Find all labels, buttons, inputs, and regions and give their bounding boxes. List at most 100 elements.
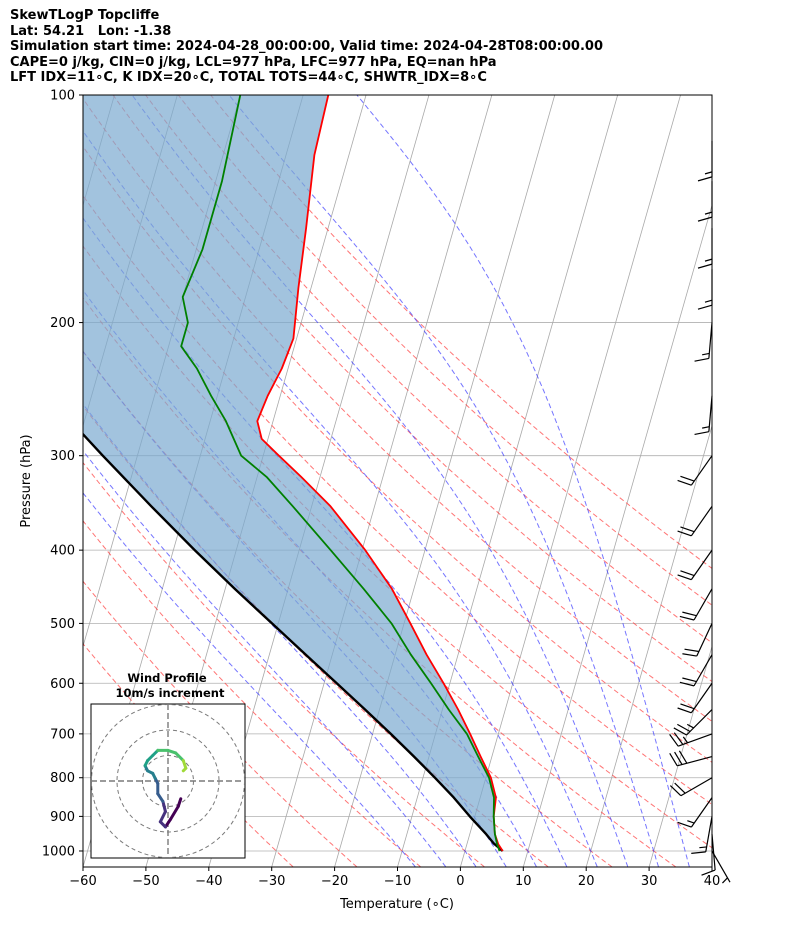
hodograph-trace-segment	[158, 810, 167, 824]
x-tick-label: 10	[515, 874, 532, 889]
isotherm-line	[460, 95, 681, 867]
x-tick-label: 20	[578, 874, 595, 889]
temperature-profile-line	[256, 95, 504, 852]
wind-barb-half-feather	[702, 426, 710, 429]
wind-barb	[682, 623, 713, 657]
wind-barb-half-feather	[722, 877, 728, 884]
dry-adiabat	[83, 520, 422, 867]
wind-barb-feather	[679, 615, 695, 621]
wind-barb	[677, 682, 713, 714]
wind-barb	[691, 816, 713, 854]
isotherm-line	[711, 865, 712, 867]
wind-barb-half-feather	[686, 723, 694, 729]
dry-adiabat	[83, 580, 358, 867]
dry-adiabat	[83, 297, 677, 867]
wind-barb-shaft	[690, 682, 713, 714]
dewpoint-profile-line	[180, 95, 501, 852]
x-tick-label: 0	[456, 874, 464, 889]
wind-barb-feather	[691, 851, 706, 854]
wind-barb-half-feather	[682, 736, 689, 744]
x-tick-label: 40	[704, 874, 721, 889]
dry-adiabat	[83, 350, 613, 867]
wind-barb-half-feather	[704, 299, 713, 303]
wind-barb	[701, 834, 716, 876]
wind-barb-shaft	[696, 623, 713, 657]
wind-barb	[679, 588, 713, 621]
wind-barb-half-feather	[687, 820, 695, 824]
axes: −60 −50 −40 −30 −20 −10 0 10 20 30 40 1000 900 800 700…	[42, 89, 720, 890]
wind-barb-shaft	[677, 755, 713, 767]
x-tick-label: −60	[69, 874, 96, 889]
wind-barb-feather	[680, 526, 695, 533]
moist-adiabat	[83, 130, 598, 867]
wind-barb	[669, 732, 713, 747]
hodograph-trace-segment	[174, 751, 185, 763]
wind-barb	[669, 777, 713, 797]
wind-barb-feather	[694, 431, 709, 436]
parcel-profile-line	[83, 432, 504, 852]
y-tick-label: 500	[50, 617, 75, 632]
wind-barb-feather	[674, 751, 683, 765]
wind-barb-feather	[680, 570, 695, 577]
x-tick-label: −50	[132, 874, 159, 889]
wind-barb-shaft	[680, 777, 713, 797]
station-coordinates: Lat: 54.21 Lon: -1.38	[10, 23, 172, 39]
wind-barb-half-feather	[699, 846, 707, 849]
wind-barb	[677, 505, 713, 537]
wind-barb-feather	[677, 707, 692, 714]
wind-barb-feather	[697, 304, 713, 310]
wind-barb	[711, 850, 731, 884]
wind-barb-shaft	[690, 797, 713, 828]
wind-barb-shaft	[705, 816, 713, 852]
y-tick-label: 300	[50, 449, 75, 464]
x-tick-label: −20	[321, 874, 348, 889]
wind-barb-shaft	[693, 654, 713, 687]
chart-header: SkewTLogP Topcliffe Lat: 54.21 Lon: -1.3…	[10, 8, 603, 86]
wind-barbs	[669, 140, 731, 884]
wind-barb	[694, 322, 713, 362]
wind-barb-shaft	[708, 395, 713, 432]
wind-barb-shaft	[677, 733, 713, 747]
wind-barb	[697, 269, 713, 310]
y-tick-label: 200	[50, 316, 75, 331]
y-tick-label: 400	[50, 544, 75, 559]
wind-barb-feather	[673, 732, 684, 745]
moist-adiabat	[83, 492, 416, 867]
wind-barb	[677, 797, 713, 828]
wind-barb	[697, 228, 713, 269]
wind-barb-feather	[679, 681, 695, 687]
wind-barb-feather	[684, 648, 699, 653]
wind-barb-feather	[677, 821, 692, 828]
wind-barb-feather	[682, 677, 697, 683]
profile-lines	[83, 95, 504, 852]
wind-barb-feather	[677, 479, 692, 486]
moist-adiabat	[83, 449, 447, 867]
wind-barb-feather	[677, 723, 691, 732]
x-tick-label: 30	[641, 874, 658, 889]
station-title: SkewTLogP Topcliffe	[10, 8, 160, 23]
dry-adiabat	[145, 95, 712, 644]
hodograph-trace-segment	[156, 792, 165, 803]
y-axis-label: Pressure (hPa)	[19, 434, 34, 527]
hodograph-trace-segment	[169, 805, 180, 821]
wind-barb	[679, 654, 713, 687]
simulation-times: Simulation start time: 2024-04-28_00:00:…	[10, 39, 603, 55]
hodograph: Wind Profile 10m/s increment	[90, 671, 246, 859]
dry-adiabat	[83, 461, 485, 867]
wind-barb	[694, 395, 713, 436]
moist-adiabat	[131, 95, 629, 867]
wind-barb-feather	[677, 574, 692, 581]
hodograph-trace-segment	[181, 766, 188, 773]
hodograph-trace-segment	[161, 799, 167, 814]
hodograph-subtitle: 10m/s increment	[116, 686, 225, 700]
wind-barb-feather	[697, 263, 713, 269]
isotherm-line	[334, 95, 556, 867]
wind-barb-feather	[678, 750, 688, 764]
y-tick-label: 800	[50, 771, 75, 786]
wind-barb	[677, 549, 713, 581]
wind-barb-feather	[697, 176, 713, 182]
wind-barb-half-feather	[704, 211, 713, 215]
wind-barb-shaft	[693, 588, 713, 621]
wind-barb	[697, 140, 713, 182]
